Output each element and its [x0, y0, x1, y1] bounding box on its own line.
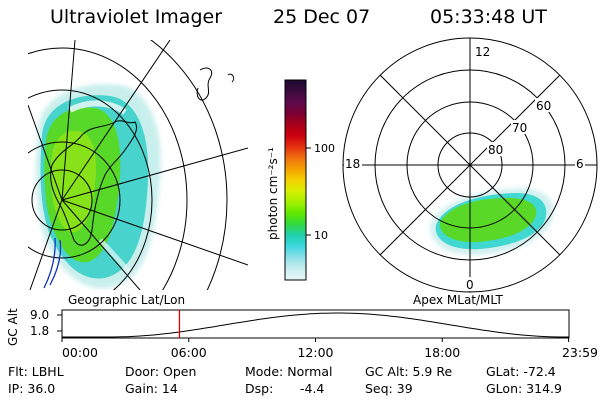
- geographic-map: [28, 40, 248, 290]
- door-info: Door: Open: [125, 364, 197, 379]
- aurora-green-right: [439, 198, 537, 243]
- dsp-label: Dsp:: [245, 381, 274, 396]
- mlat-label-70: 70: [512, 121, 527, 135]
- y-axis-label: GC Alt: [6, 308, 20, 346]
- mlt-label-0: 0: [466, 278, 474, 292]
- instrument-title: Ultraviolet Imager: [50, 6, 223, 28]
- mlat-label-80: 80: [488, 143, 503, 157]
- date-label: 25 Dec 07: [273, 6, 371, 28]
- left-panel-label: Geographic Lat/Lon: [68, 293, 185, 307]
- x-tick-label: 06:00: [171, 345, 207, 360]
- time-label: 05:33:48 UT: [430, 6, 547, 28]
- x-tick-label: 12:00: [297, 345, 333, 360]
- mlat-label-60: 60: [536, 99, 551, 113]
- seq-info: Seq: 39: [365, 381, 413, 396]
- x-tick-label: 00:00: [62, 345, 98, 360]
- x-tick-label: 23:59: [562, 345, 598, 360]
- glat-info: GLat: -72.4: [486, 364, 556, 379]
- mlt-label-12: 12: [475, 45, 490, 59]
- colorbar-tick-100: 100: [314, 142, 335, 155]
- colorbar: 100 10 photon cm⁻²s⁻¹: [266, 79, 335, 281]
- altitude-curve: [62, 312, 569, 338]
- filter-info: Flt: LBHL: [8, 364, 64, 379]
- gain-info: Gain: 14: [125, 381, 178, 396]
- mode-info: Mode: Normal: [245, 364, 333, 379]
- mlt-label-6: 6: [576, 157, 584, 171]
- y-tick-9: 9.0: [30, 308, 49, 322]
- polar-plot: 12 18 6 0 60 70 80: [342, 37, 598, 293]
- glon-info: GLon: 314.9: [486, 381, 562, 396]
- ip-info: IP: 36.0: [8, 381, 56, 396]
- gc-alt-info: GC Alt: 5.9 Re: [365, 364, 453, 379]
- colorbar-unit-label: photon cm⁻²s⁻¹: [266, 147, 280, 240]
- coastline: [50, 120, 138, 246]
- dsp-value: -4.4: [300, 381, 325, 396]
- mlt-label-18: 18: [345, 157, 360, 171]
- colorbar-tick-10: 10: [314, 229, 328, 242]
- right-panel-label: Apex MLat/MLT: [413, 293, 503, 307]
- x-tick-label: 18:00: [424, 345, 460, 360]
- aurora-yellowgreen-left: [50, 130, 97, 233]
- y-tick-1-8: 1.8: [30, 324, 49, 338]
- altitude-timeline: 9.0 1.8 GC Alt 00:00 06:00 12:00 18:00 23:59: [6, 308, 598, 360]
